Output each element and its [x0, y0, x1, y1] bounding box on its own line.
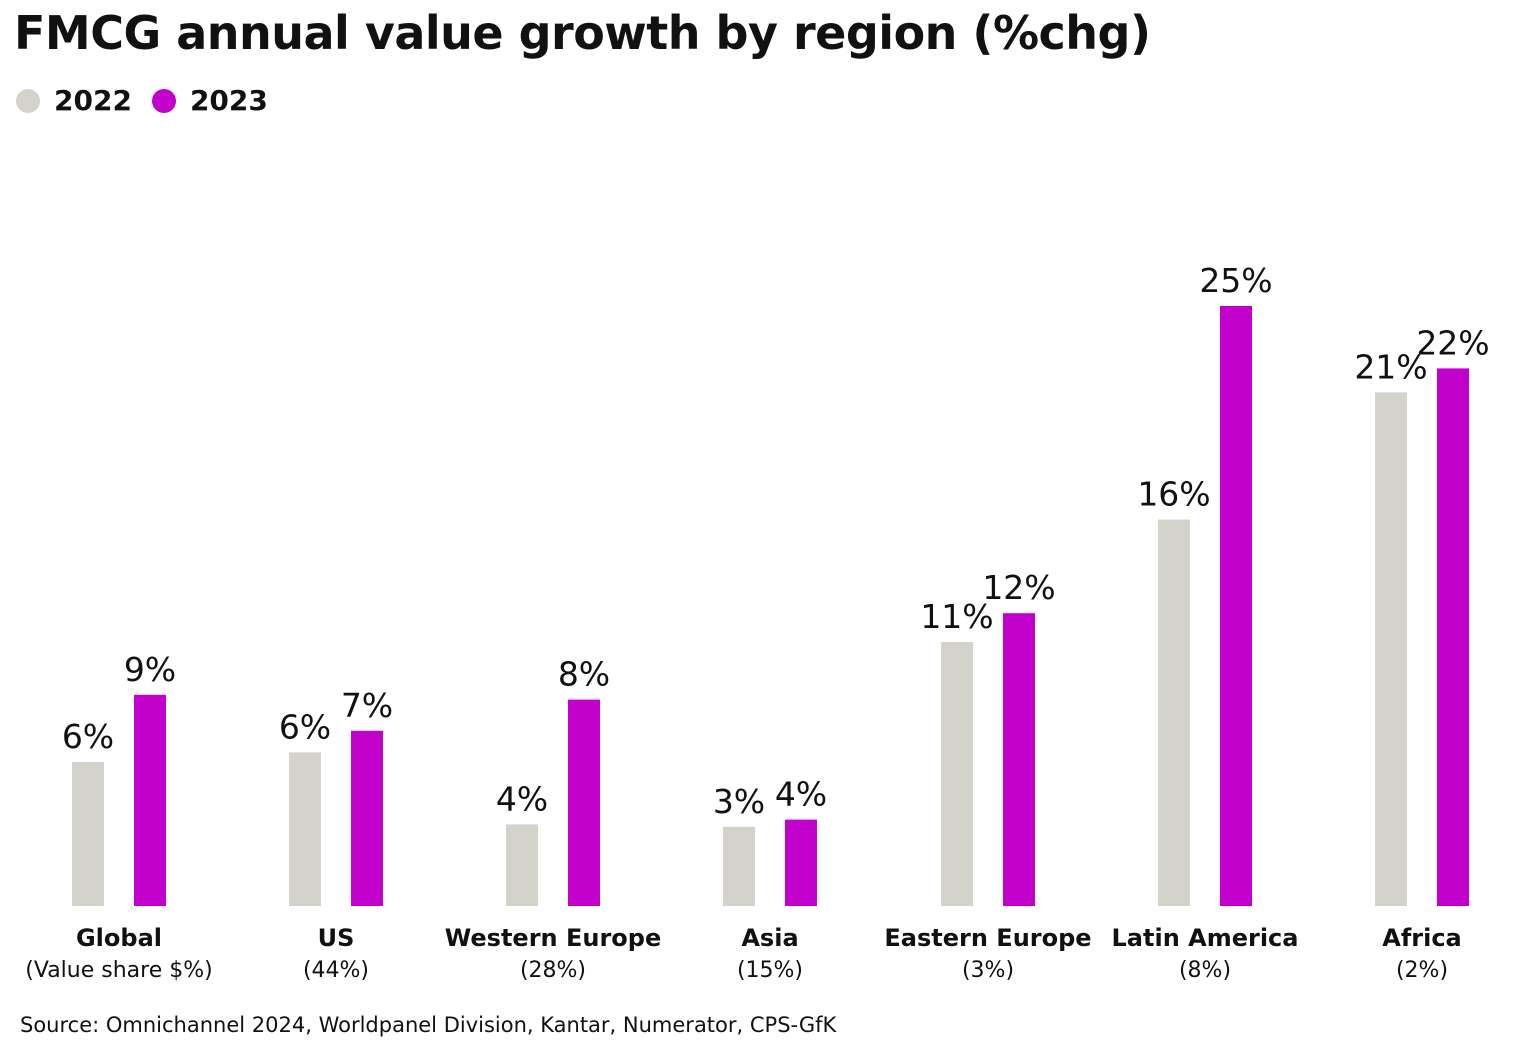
bar-2022-us	[289, 752, 321, 906]
category-sublabel-western-europe: (28%)	[520, 958, 586, 983]
bar-2022-latin-america	[1158, 519, 1190, 906]
source-note: Source: Omnichannel 2024, Worldpanel Div…	[20, 1013, 837, 1037]
data-label-2023-western-europe: 8%	[558, 655, 610, 694]
category-label-africa: Africa	[1382, 924, 1462, 952]
data-label-2023-us: 7%	[341, 686, 393, 725]
category-label-latin-america: Latin America	[1112, 924, 1299, 952]
bar-chart: 6% 9% Global (Value share $%) 6% 7% US (44%) 4% 8…	[25, 261, 1489, 983]
legend-item-2023: 2023	[151, 84, 268, 117]
legend: 2022 2023	[16, 84, 288, 117]
data-label-2022-us: 6%	[279, 707, 331, 746]
category-sublabel-asia: (15%)	[737, 958, 803, 983]
legend-item-2022: 2022	[16, 84, 132, 117]
data-label-2022-africa: 21%	[1354, 347, 1427, 386]
data-label-2023-latin-america: 25%	[1199, 261, 1272, 300]
category-label-eastern-europe: Eastern Europe	[884, 924, 1091, 952]
chart-title: FMCG annual value growth by region (%chg…	[14, 6, 1151, 60]
bar-2023-latin-america	[1220, 306, 1252, 906]
bar-2023-us	[351, 730, 383, 906]
bar-2022-asia	[723, 826, 755, 906]
category-label-western-europe: Western Europe	[445, 924, 661, 952]
data-label-2022-global: 6%	[62, 717, 114, 756]
category-label-global: Global	[76, 924, 162, 952]
legend-label-2023: 2023	[189, 84, 268, 117]
data-label-2023-africa: 22%	[1416, 323, 1489, 362]
bar-2023-africa	[1437, 368, 1469, 906]
data-label-2022-western-europe: 4%	[496, 779, 548, 818]
category-sublabel-africa: (2%)	[1396, 958, 1448, 983]
category-sublabel-eastern-europe: (3%)	[962, 958, 1014, 983]
bar-2022-global	[72, 762, 104, 906]
category-label-us: US	[318, 924, 355, 952]
data-label-2022-latin-america: 16%	[1137, 475, 1210, 514]
legend-swatch-2022	[16, 88, 40, 113]
bar-2023-eastern-europe	[1003, 613, 1035, 906]
bar-2022-western-europe	[506, 824, 538, 906]
data-label-2023-eastern-europe: 12%	[982, 568, 1055, 607]
bar-2023-asia	[785, 819, 817, 906]
bar-2023-global	[134, 694, 166, 906]
category-sublabel-us: (44%)	[303, 958, 369, 983]
category-sublabel-global: (Value share $%)	[25, 958, 212, 983]
bar-2022-eastern-europe	[941, 642, 973, 906]
data-label-2022-asia: 3%	[713, 782, 765, 821]
bar-2023-western-europe	[568, 699, 600, 906]
legend-swatch-2023	[151, 88, 176, 113]
legend-label-2022: 2022	[54, 84, 132, 117]
data-label-2023-asia: 4%	[775, 775, 827, 814]
category-label-asia: Asia	[741, 924, 798, 952]
category-sublabel-latin-america: (8%)	[1179, 958, 1231, 983]
bar-2022-africa	[1375, 392, 1407, 906]
data-label-2022-eastern-europe: 11%	[920, 597, 993, 636]
data-label-2023-global: 9%	[124, 650, 176, 689]
